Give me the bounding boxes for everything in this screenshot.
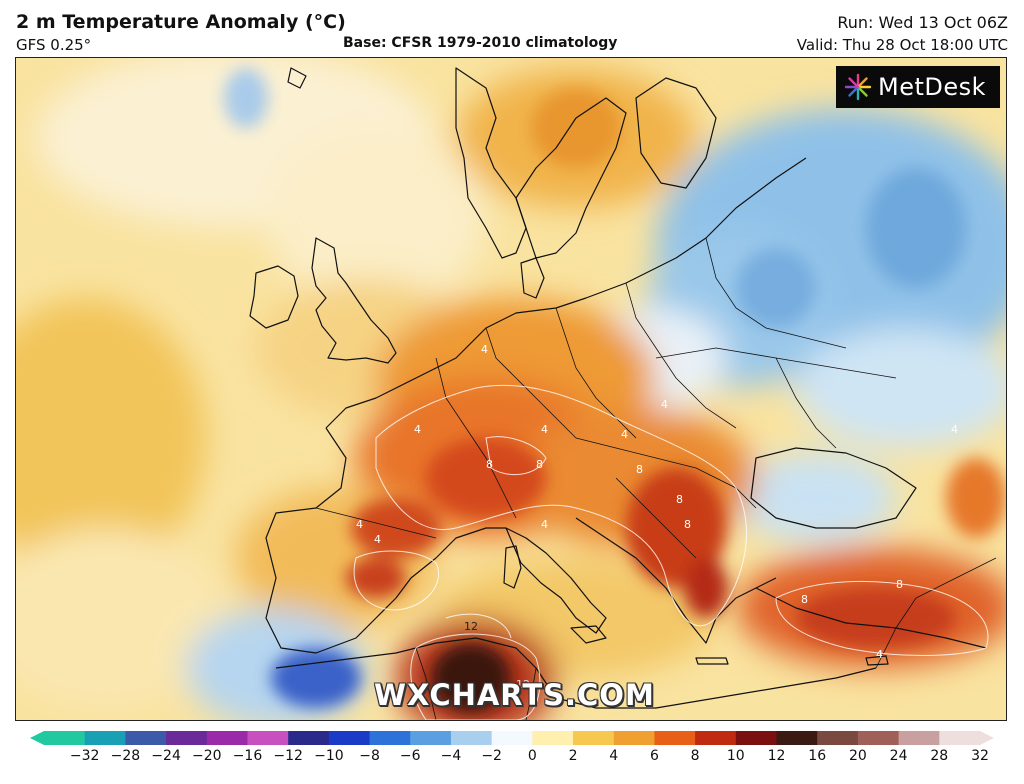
contour-label: 12 [516, 678, 530, 691]
contour-labels: 4 4 4 4 8 8 4 8 4 8 4 8 8 8 4 12 12 4 4 [356, 343, 958, 691]
colour-scale-swatch [450, 731, 493, 745]
contour-label: 8 [636, 463, 643, 476]
colour-scale-swatch [166, 731, 208, 745]
colour-scale-tick-label: 0 [527, 748, 537, 764]
colour-scale-bar [30, 731, 994, 745]
contour-label: 4 [414, 423, 421, 436]
colour-scale-tick-label: 28 [930, 748, 949, 764]
colour-scale-tick-label: −10 [314, 748, 344, 764]
colour-scale-tick-label: −20 [192, 748, 222, 764]
contour-label: 4 [374, 533, 381, 546]
wxcharts-watermark: WXCHARTS.COM [374, 678, 655, 712]
base-climatology-label: Base: CFSR 1979-2010 climatology [343, 35, 618, 51]
colour-scale-swatch [84, 731, 126, 745]
colour-scale-swatch [369, 731, 411, 745]
contour-label: 8 [684, 518, 691, 531]
contour-label: 4 [541, 423, 548, 436]
colour-scale-labels: −32 −28 −24 −20 −16 −12 −10 −8 −6 −4 −2 0 2 4 6 8 10 12 16… [0, 748, 1024, 772]
colour-scale-swatch [817, 731, 859, 745]
chart-title: 2 m Temperature Anomaly (°C) [16, 11, 346, 33]
colour-scale-high-arrow [980, 731, 994, 745]
metdesk-burst-icon [844, 73, 872, 101]
contour-label: 8 [676, 493, 683, 506]
colour-scale-tick-label: 8 [690, 748, 700, 764]
colour-scale-tick-label: −8 [359, 748, 380, 764]
model-label: GFS 0.25° [16, 36, 92, 54]
contour-label: 4 [541, 518, 548, 531]
colour-scale-tick-label: −6 [399, 748, 421, 764]
colour-scale-tick-label: 32 [971, 748, 989, 764]
contour-label: 4 [621, 428, 628, 441]
colour-scale-swatch [857, 731, 900, 745]
contour-label: 8 [801, 593, 808, 606]
colour-scale-swatch [654, 731, 696, 745]
colour-scale-tick-label: 24 [889, 748, 908, 764]
colour-scale-swatch [532, 731, 574, 745]
colour-scale-tick-label: −12 [273, 748, 303, 764]
colour-scale-tick-label: −16 [232, 748, 263, 764]
colour-scale-tick-label: 6 [649, 748, 659, 764]
coastlines [249, 67, 987, 709]
colour-scale-swatch [695, 731, 737, 745]
colour-scale-tick-label: −4 [440, 748, 462, 764]
metdesk-logo-text: MetDesk [878, 73, 987, 101]
contour-label: 8 [536, 458, 543, 471]
colour-scale-tick-label: −32 [69, 748, 100, 764]
colour-scale-swatch [613, 731, 656, 745]
map-panel: 4 4 4 4 8 8 4 8 4 8 4 8 8 8 4 12 12 4 4 [15, 57, 1007, 721]
colour-scale-swatch [206, 731, 249, 745]
temperature-anomaly-map: 4 4 4 4 8 8 4 8 4 8 4 8 8 8 4 12 12 4 4 [16, 58, 1006, 720]
colour-scale-tick-label: 4 [609, 748, 619, 764]
colour-scale-swatch [573, 731, 615, 745]
colour-scale-swatch [410, 731, 452, 745]
contour-label: 4 [356, 518, 363, 531]
colour-scale-swatch [44, 731, 86, 745]
colour-scale-swatch [288, 731, 330, 745]
contour-label: 12 [464, 620, 478, 633]
contour-lines [353, 384, 989, 720]
colour-scale-swatch [491, 731, 533, 745]
anomaly-field-detail [224, 68, 1006, 713]
colour-scale-tick-label: −2 [481, 748, 502, 764]
colour-scale-tick-label: −24 [151, 748, 181, 764]
metdesk-logo: MetDesk [836, 66, 1000, 108]
colour-scale-swatch [939, 731, 981, 745]
colour-scale-swatch [247, 731, 289, 745]
contour-label: 8 [896, 578, 903, 591]
colour-scale-swatch [776, 731, 818, 745]
colour-scale-swatch [125, 731, 167, 745]
colour-scale-swatch [898, 731, 940, 745]
contour-label: 4 [876, 648, 883, 661]
colour-scale-tick-label: 10 [726, 748, 745, 764]
colour-scale-tick-label: 20 [848, 748, 867, 764]
contour-label: 4 [481, 343, 488, 356]
valid-time-label: Valid: Thu 28 Oct 18:00 UTC [796, 36, 1008, 54]
colour-scale-tick-label: 16 [808, 748, 827, 764]
colour-scale-low-arrow [30, 731, 44, 745]
country-borders [315, 237, 997, 720]
colour-scale-swatch [735, 731, 778, 745]
contour-label: 4 [951, 423, 958, 436]
colour-scale-tick-label: 12 [767, 748, 786, 764]
contour-label: 4 [661, 398, 668, 411]
colour-scale-swatch [328, 731, 371, 745]
contour-label: 8 [486, 458, 493, 471]
colour-scale-tick-label: 2 [568, 748, 578, 764]
run-label: Run: Wed 13 Oct 06Z [837, 13, 1008, 32]
colour-scale-tick-label: −28 [110, 748, 141, 764]
